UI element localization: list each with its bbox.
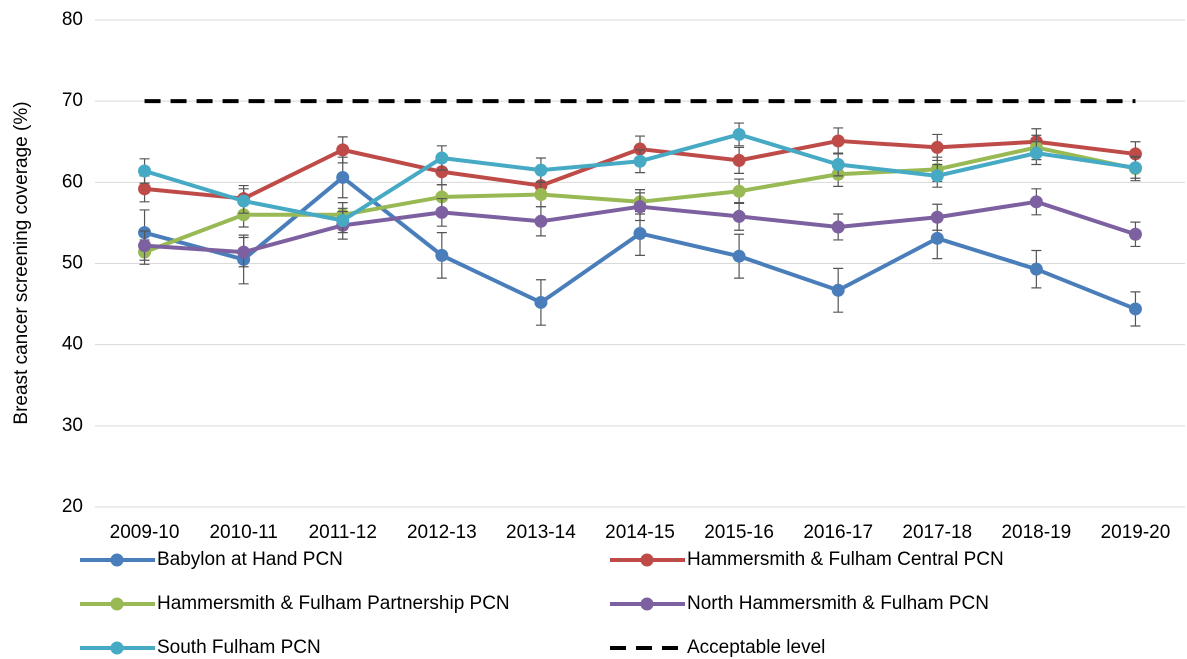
point [534, 214, 548, 228]
x-tick-label: 2013-14 [506, 522, 576, 543]
point [831, 134, 845, 148]
x-tick-label: 2018-19 [1001, 522, 1071, 543]
legend-label: North Hammersmith & Fulham PCN [687, 593, 989, 614]
x-tick-label: 2017-18 [902, 522, 972, 543]
x-tick-label: 2009-10 [110, 522, 180, 543]
point [138, 239, 152, 253]
point [336, 143, 350, 157]
point [435, 248, 449, 262]
legend-marker [640, 553, 654, 567]
point [435, 151, 449, 165]
point [633, 226, 647, 240]
legend-label: South Fulham PCN [157, 637, 321, 658]
point [633, 200, 647, 214]
point [930, 140, 944, 154]
legend-marker [110, 553, 124, 567]
legend-marker [110, 597, 124, 611]
point [732, 127, 746, 141]
point [237, 208, 251, 222]
point [732, 249, 746, 263]
point [435, 205, 449, 219]
point [1128, 302, 1142, 316]
point [534, 188, 548, 202]
point [930, 231, 944, 245]
point [336, 170, 350, 184]
point [534, 163, 548, 177]
point [633, 142, 647, 156]
y-tick-label: 20 [62, 496, 83, 517]
y-tick-label: 30 [62, 415, 83, 436]
x-tick-label: 2011-12 [309, 522, 377, 543]
y-tick-label: 60 [62, 171, 83, 192]
y-tick-label: 70 [62, 90, 83, 111]
y-tick-label: 80 [62, 9, 83, 30]
point [534, 295, 548, 309]
legend-label: Hammersmith & Fulham Central PCN [687, 549, 1004, 570]
point [336, 213, 350, 227]
x-tick-label: 2019-20 [1101, 522, 1171, 543]
x-tick-label: 2012-13 [407, 522, 477, 543]
legend-label: Babylon at Hand PCN [157, 549, 343, 570]
point [732, 209, 746, 223]
point [930, 169, 944, 183]
x-tick-label: 2015-16 [704, 522, 774, 543]
point [435, 165, 449, 179]
x-tick-label: 2010-11 [209, 522, 277, 543]
point [831, 157, 845, 171]
x-tick-label: 2016-17 [803, 522, 873, 543]
point [1128, 227, 1142, 241]
point [1128, 161, 1142, 175]
point [138, 164, 152, 178]
legend-marker [110, 641, 124, 655]
point [1029, 195, 1043, 209]
y-tick-label: 50 [62, 253, 83, 274]
y-tick-label: 40 [62, 334, 83, 355]
point [435, 190, 449, 204]
legend-label: Hammersmith & Fulham Partnership PCN [157, 593, 510, 614]
point [1029, 146, 1043, 160]
y-axis-label: Breast cancer screening coverage (%) [11, 101, 32, 424]
point [633, 154, 647, 168]
x-tick-label: 2014-15 [605, 522, 675, 543]
point [732, 184, 746, 198]
point [930, 210, 944, 224]
point [1029, 262, 1043, 276]
point [237, 245, 251, 259]
point [732, 153, 746, 167]
point [237, 194, 251, 208]
point [831, 283, 845, 297]
legend-marker [640, 597, 654, 611]
point [831, 220, 845, 234]
point [138, 182, 152, 196]
legend-label: Acceptable level [687, 637, 825, 658]
